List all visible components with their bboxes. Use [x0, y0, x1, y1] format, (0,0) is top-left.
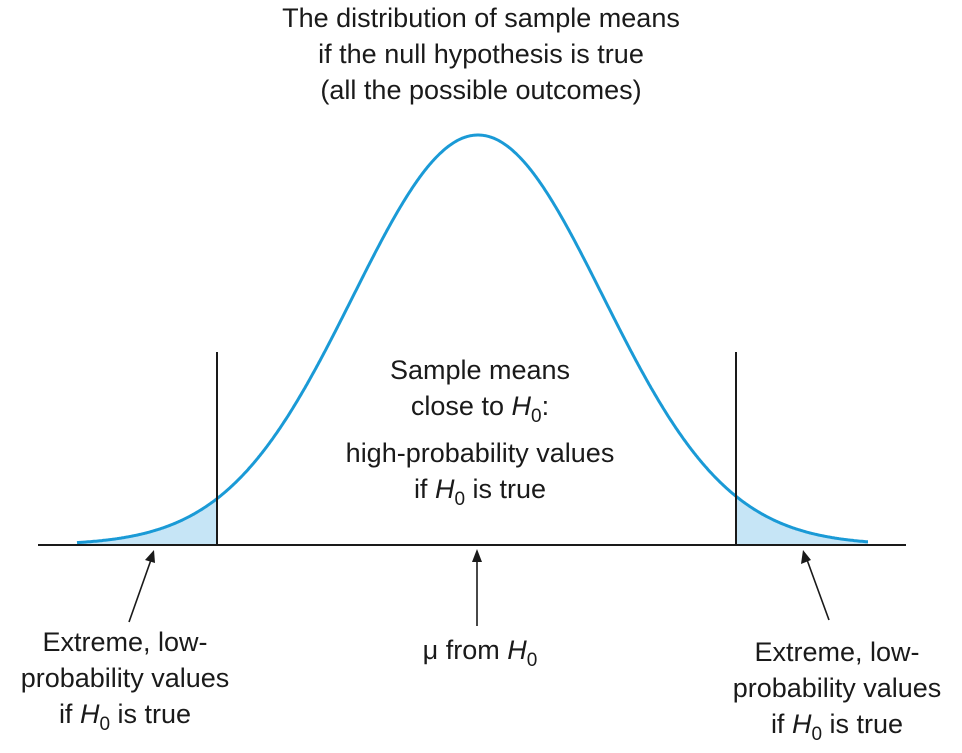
- h-symbol: H: [511, 391, 531, 421]
- left-line-3: if H0 is true: [0, 696, 250, 743]
- center-line-4-tail: is true: [465, 474, 547, 504]
- right-tail-annotation: Extreme, low- probability values if H0 i…: [712, 634, 962, 753]
- h-subscript: 0: [811, 724, 823, 745]
- center-line-2-colon: :: [541, 391, 550, 421]
- right-line-1: Extreme, low-: [754, 637, 920, 667]
- left-line-1: Extreme, low-: [42, 627, 208, 657]
- center-annotation: Sample means close to H0: high-probabili…: [300, 352, 660, 518]
- right-line-3-tail: is true: [822, 709, 904, 739]
- h-symbol: H: [791, 709, 812, 739]
- h-symbol: H: [79, 699, 100, 729]
- left-line-3-tail: is true: [110, 699, 192, 729]
- right-line-3: if H0 is true: [712, 706, 962, 753]
- title-line-2: if the null hypothesis is true: [318, 39, 644, 69]
- diagram-title: The distribution of sample means if the …: [181, 0, 781, 108]
- right-line-3-text: if: [770, 709, 792, 739]
- h-subscript: 0: [530, 406, 542, 427]
- center-line-1: Sample means: [389, 355, 571, 385]
- mu-text: μ from: [422, 635, 508, 665]
- h-subscript: 0: [454, 489, 466, 510]
- center-line-3: high-probability values: [345, 438, 615, 468]
- center-line-4: if H0 is true: [300, 471, 660, 518]
- mu-line: μ from H0: [360, 632, 600, 679]
- h-symbol: H: [507, 635, 527, 665]
- left-tail-annotation: Extreme, low- probability values if H0 i…: [0, 624, 250, 743]
- right-tail-region: [736, 496, 868, 545]
- left-line-2: probability values: [20, 663, 230, 693]
- center-line-4-text: if: [413, 474, 435, 504]
- h-subscript: 0: [99, 714, 111, 735]
- h-symbol: H: [434, 474, 455, 504]
- center-line-2-text: close to: [410, 391, 512, 421]
- title-line-3: (all the possible outcomes): [320, 75, 642, 105]
- mu-arrow: [472, 549, 482, 626]
- left-arrow: [128, 550, 155, 623]
- center-line-2: close to H0:: [300, 388, 660, 435]
- h-subscript: 0: [526, 650, 538, 671]
- mu-annotation: μ from H0: [360, 632, 600, 679]
- left-tail-region: [77, 498, 217, 545]
- right-arrow: [801, 550, 830, 621]
- left-line-3-text: if: [58, 699, 80, 729]
- right-line-2: probability values: [732, 673, 942, 703]
- title-line-1: The distribution of sample means: [282, 3, 680, 33]
